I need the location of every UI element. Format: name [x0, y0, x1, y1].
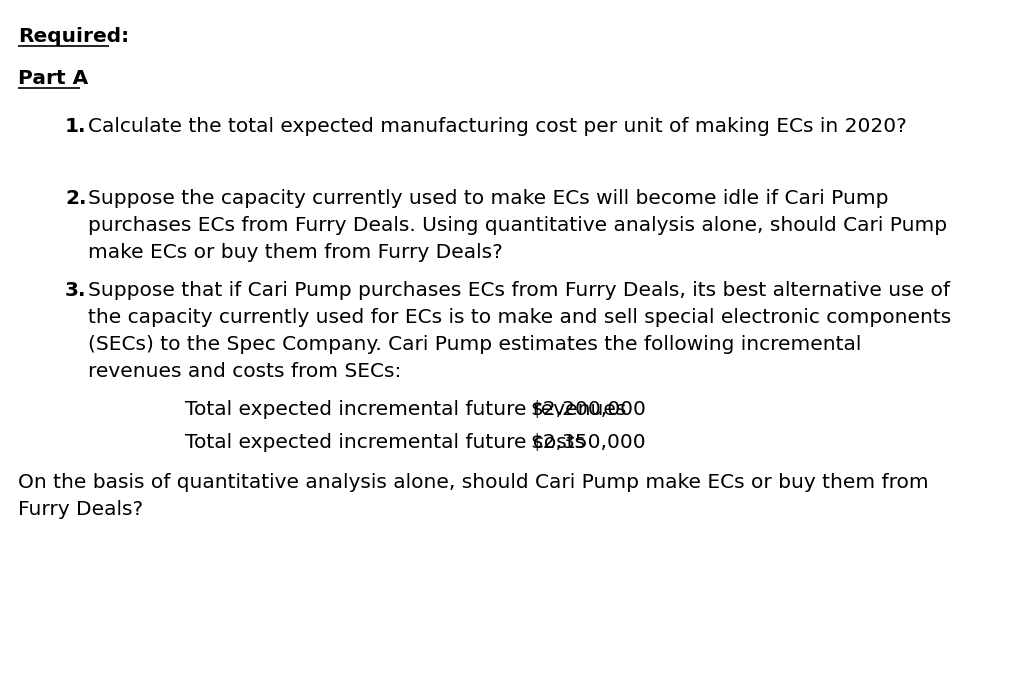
Text: (SECs) to the Spec Company. Cari Pump estimates the following incremental: (SECs) to the Spec Company. Cari Pump es…	[88, 335, 861, 354]
Text: revenues and costs from SECs:: revenues and costs from SECs:	[88, 362, 402, 381]
Text: Suppose the capacity currently used to make ECs will become idle if Cari Pump: Suppose the capacity currently used to m…	[88, 189, 889, 208]
Text: Required:: Required:	[18, 27, 129, 46]
Text: Furry Deals?: Furry Deals?	[18, 500, 143, 519]
Text: Total expected incremental future costs: Total expected incremental future costs	[185, 433, 585, 452]
Text: Calculate the total expected manufacturing cost per unit of making ECs in 2020?: Calculate the total expected manufacturi…	[88, 117, 907, 136]
Text: Suppose that if Cari Pump purchases ECs from Furry Deals, its best alternative u: Suppose that if Cari Pump purchases ECs …	[88, 281, 950, 300]
Text: 1.: 1.	[65, 117, 86, 136]
Text: 2.: 2.	[65, 189, 86, 208]
Text: $2,350,000: $2,350,000	[530, 433, 646, 452]
Text: make ECs or buy them from Furry Deals?: make ECs or buy them from Furry Deals?	[88, 243, 502, 262]
Text: the capacity currently used for ECs is to make and sell special electronic compo: the capacity currently used for ECs is t…	[88, 308, 951, 327]
Text: $2,200,000: $2,200,000	[530, 400, 646, 419]
Text: Part A: Part A	[18, 69, 88, 88]
Text: purchases ECs from Furry Deals. Using quantitative analysis alone, should Cari P: purchases ECs from Furry Deals. Using qu…	[88, 216, 947, 235]
Text: 3.: 3.	[65, 281, 86, 300]
Text: On the basis of quantitative analysis alone, should Cari Pump make ECs or buy th: On the basis of quantitative analysis al…	[18, 473, 929, 492]
Text: Total expected incremental future revenues: Total expected incremental future revenu…	[185, 400, 626, 419]
